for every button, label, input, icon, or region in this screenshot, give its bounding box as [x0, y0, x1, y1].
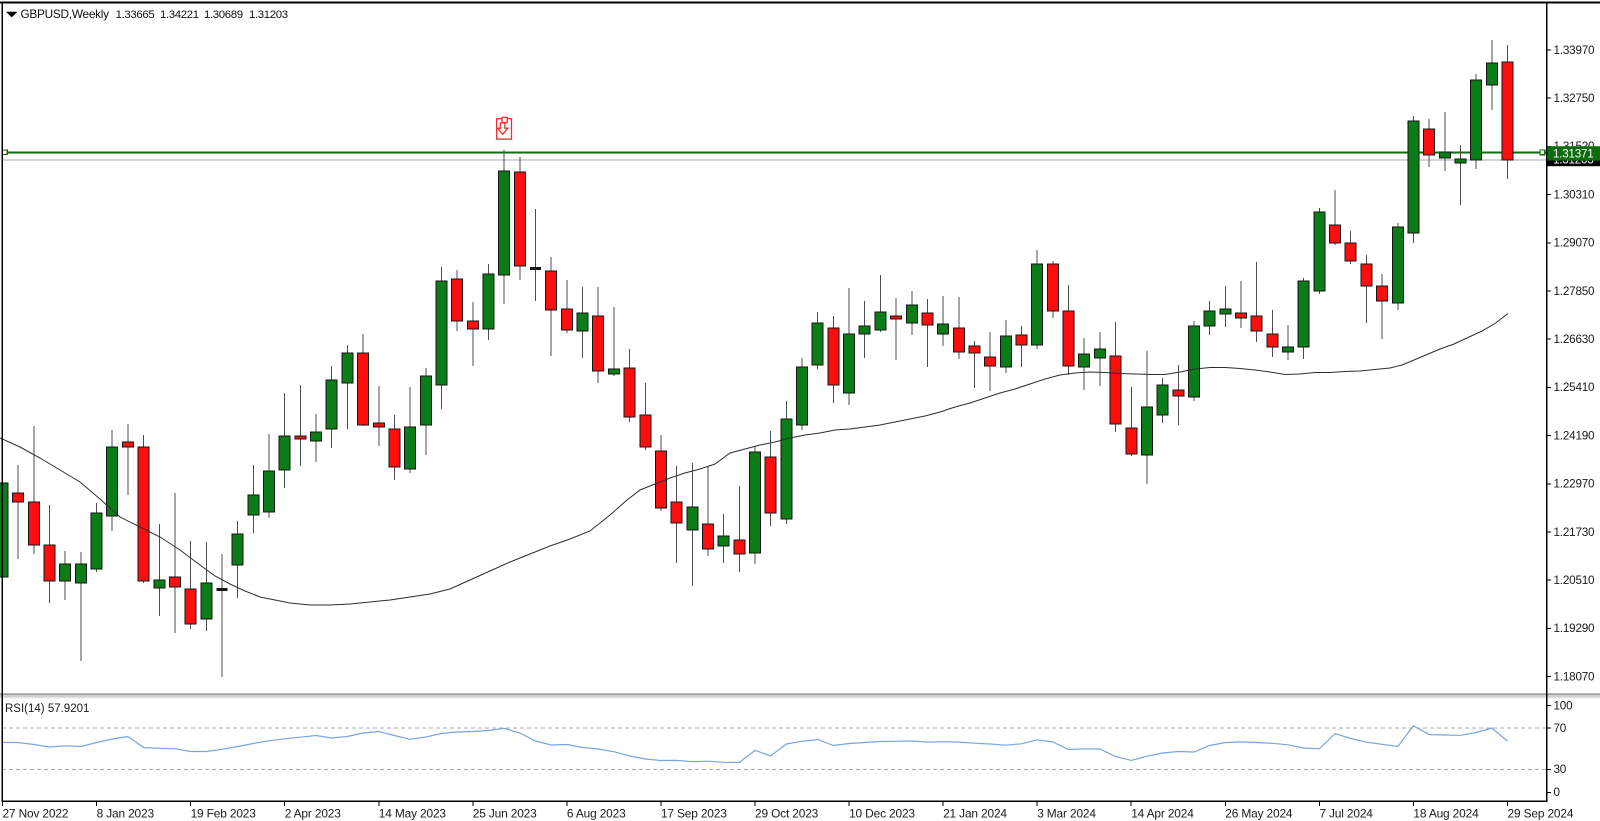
- svg-text:1.29070: 1.29070: [1554, 237, 1596, 250]
- svg-text:1.25410: 1.25410: [1554, 381, 1596, 394]
- svg-text:30: 30: [1554, 763, 1567, 776]
- svg-text:1.30310: 1.30310: [1554, 188, 1596, 201]
- svg-text:0: 0: [1554, 786, 1561, 799]
- svg-text:2 Apr 2023: 2 Apr 2023: [285, 807, 342, 821]
- svg-text:1.27850: 1.27850: [1554, 285, 1596, 298]
- svg-text:14 May 2023: 14 May 2023: [379, 807, 447, 821]
- svg-text:1.22970: 1.22970: [1554, 478, 1596, 491]
- svg-text:7 Jul 2024: 7 Jul 2024: [1319, 807, 1373, 821]
- svg-text:100: 100: [1554, 699, 1574, 712]
- svg-text:1.26630: 1.26630: [1554, 333, 1596, 346]
- svg-text:70: 70: [1554, 722, 1567, 735]
- svg-text:18 Aug 2024: 18 Aug 2024: [1413, 807, 1479, 821]
- svg-text:10 Dec 2023: 10 Dec 2023: [849, 807, 915, 821]
- svg-text:29 Oct 2023: 29 Oct 2023: [755, 807, 819, 821]
- svg-text:1.33970: 1.33970: [1554, 44, 1596, 57]
- svg-text:29 Sep 2024: 29 Sep 2024: [1508, 807, 1574, 821]
- svg-text:1.19290: 1.19290: [1554, 622, 1596, 635]
- svg-text:1.32750: 1.32750: [1554, 92, 1596, 105]
- svg-text:1.20510: 1.20510: [1554, 574, 1596, 587]
- svg-text:GBPUSD,Weekly: GBPUSD,Weekly: [21, 7, 110, 21]
- svg-text:25 Jun 2023: 25 Jun 2023: [473, 807, 537, 821]
- svg-text:1.24190: 1.24190: [1554, 429, 1596, 442]
- svg-text:1.21730: 1.21730: [1554, 526, 1596, 539]
- svg-text:14 Apr 2024: 14 Apr 2024: [1131, 807, 1194, 821]
- svg-text:21 Jan 2024: 21 Jan 2024: [943, 807, 1007, 821]
- svg-text:1.18070: 1.18070: [1554, 670, 1596, 683]
- svg-text:3 Mar 2024: 3 Mar 2024: [1037, 807, 1096, 821]
- svg-text:6 Aug 2023: 6 Aug 2023: [567, 807, 626, 821]
- svg-text:27 Nov 2022: 27 Nov 2022: [3, 807, 69, 821]
- svg-text:26 May 2024: 26 May 2024: [1225, 807, 1293, 821]
- svg-text:17 Sep 2023: 17 Sep 2023: [661, 807, 727, 821]
- svg-text:1.31371: 1.31371: [1553, 147, 1594, 160]
- svg-text:19 Feb 2023: 19 Feb 2023: [191, 807, 257, 821]
- svg-text:8 Jan 2023: 8 Jan 2023: [97, 807, 155, 821]
- svg-text:RSI(14) 57.9201: RSI(14) 57.9201: [5, 703, 89, 715]
